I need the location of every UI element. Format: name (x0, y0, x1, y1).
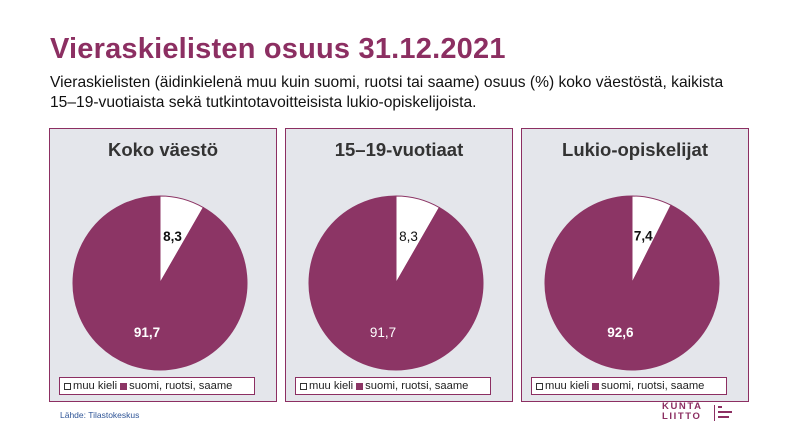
legend-item-other: muu kieli (536, 380, 589, 392)
legend-swatch-domestic (592, 382, 600, 390)
logo-tagline-mark (718, 416, 729, 418)
legend-swatch-domestic (120, 382, 128, 390)
legend-swatch-other (64, 382, 71, 390)
pie-panel-15-19-vuotiaat: 15–19-vuotiaat 8,3 91,7 muu kieli suomi, … (285, 128, 513, 402)
logo-divider (714, 405, 715, 421)
legend-item-domestic: suomi, ruotsi, saame (592, 380, 704, 392)
pie-chart: 8,3 91,7 (72, 195, 248, 371)
legend-swatch-other (536, 382, 543, 390)
data-label-other: 7,4 (634, 229, 653, 244)
pie-slice-domestic (544, 195, 720, 371)
source-note: Lähde: Tilastokeskus (60, 410, 140, 420)
pie-legend: muu kieli suomi, ruotsi, saame (295, 377, 491, 395)
legend-label-other: muu kieli (545, 380, 590, 392)
pie-title: Lukio-opiskelijat (562, 139, 708, 160)
legend-swatch-other (300, 382, 307, 390)
pie-chart: 7,4 92,6 (544, 195, 720, 371)
pie-legend: muu kieli suomi, ruotsi, saame (59, 377, 255, 395)
legend-item-domestic: suomi, ruotsi, saame (120, 380, 232, 392)
legend-label-domestic: suomi, ruotsi, saame (601, 380, 705, 392)
data-label-domestic: 92,6 (607, 325, 634, 340)
page-title: Vieraskielisten osuus 31.12.2021 (50, 33, 506, 65)
pie-panel-lukio-opiskelijat: Lukio-opiskelijat 7,4 92,6 muu kieli suom… (521, 128, 749, 402)
pie-legend: muu kieli suomi, ruotsi, saame (531, 377, 727, 395)
logo-line-2: LIITTO (662, 411, 702, 422)
data-label-other: 8,3 (399, 229, 418, 244)
logo-tagline-mark (718, 406, 722, 408)
pie-slice-domestic (308, 195, 484, 371)
data-label-other: 8,3 (163, 229, 182, 244)
pie-slice-domestic (72, 195, 248, 371)
pie-title: Koko väestö (107, 139, 218, 160)
legend-label-domestic: suomi, ruotsi, saame (365, 380, 469, 392)
page-subtitle: Vieraskielisten (äidinkielenä muu kuin s… (50, 74, 724, 111)
logo-line-1: KUNTA (662, 401, 703, 412)
pie-chart: 8,3 91,7 (308, 195, 484, 371)
legend-item-other: muu kieli (64, 380, 117, 392)
legend-label-domestic: suomi, ruotsi, saame (129, 380, 233, 392)
logo-tagline-mark (718, 411, 732, 413)
legend-label-other: muu kieli (309, 380, 354, 392)
kuntaliitto-logo: KUNTA LIITTO (662, 402, 752, 428)
legend-label-other: muu kieli (73, 380, 118, 392)
pie-title: 15–19-vuotiaat (334, 139, 464, 160)
legend-item-other: muu kieli (300, 380, 353, 392)
legend-item-domestic: suomi, ruotsi, saame (356, 380, 468, 392)
legend-swatch-domestic (356, 382, 364, 390)
pie-panel-koko-vaesto: Koko väestö 8,3 91,7 muu kieli suomi, ruo… (49, 128, 277, 402)
logo-wordmark: KUNTA LIITTO (662, 402, 703, 422)
data-label-domestic: 91,7 (370, 325, 396, 340)
data-label-domestic: 91,7 (134, 325, 160, 340)
